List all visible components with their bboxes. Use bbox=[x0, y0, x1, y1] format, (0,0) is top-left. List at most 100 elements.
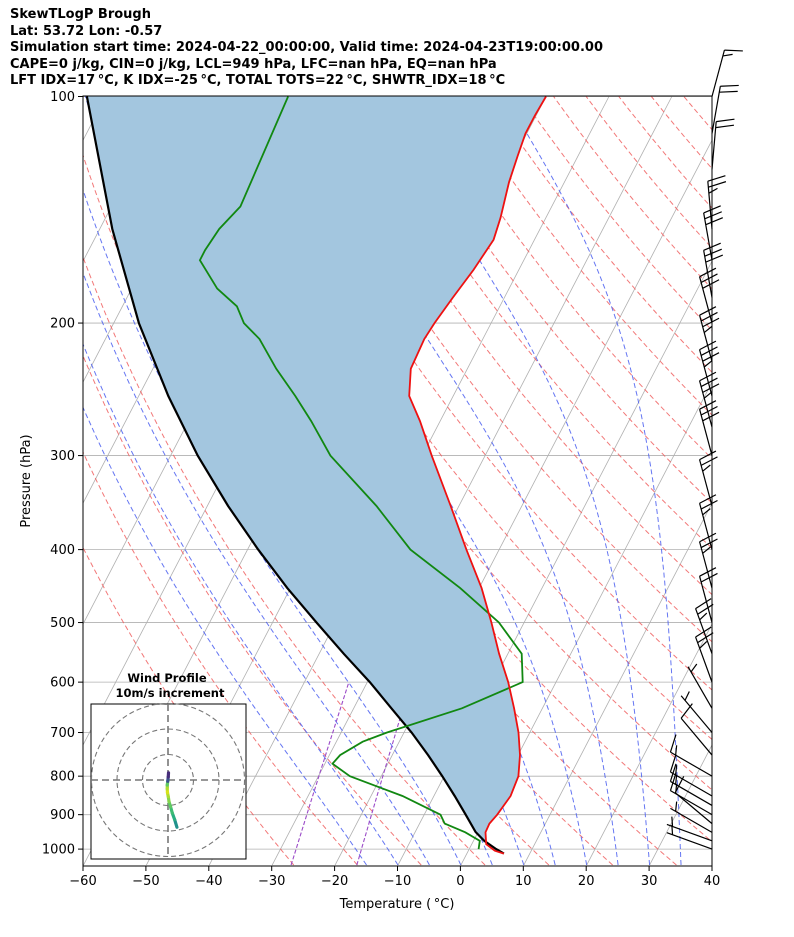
moist-adiabat bbox=[504, 96, 682, 865]
y-tick-label: 1000 bbox=[42, 843, 75, 858]
wind-barb bbox=[698, 306, 720, 362]
dry-adiabat bbox=[651, 96, 712, 170]
wind-barb-staff bbox=[703, 250, 713, 298]
dry-adiabat bbox=[325, 96, 712, 596]
wind-barb-staff bbox=[674, 792, 713, 825]
moist-adiabat bbox=[83, 271, 430, 866]
wind-barb-feather bbox=[716, 118, 735, 123]
wind-barb-feather bbox=[700, 377, 718, 388]
wind-barb-feather bbox=[671, 816, 674, 827]
wind-barb-staff bbox=[680, 717, 713, 756]
wind-barbs bbox=[666, 49, 743, 850]
wind-barb-feather bbox=[695, 626, 712, 638]
wind-barb-feather bbox=[697, 632, 714, 644]
y-tick-label: 600 bbox=[50, 676, 75, 691]
wind-barb-feather bbox=[699, 450, 717, 461]
wind-barb bbox=[711, 118, 735, 170]
wind-barb-feather bbox=[702, 508, 711, 516]
wind-barb-staff bbox=[666, 823, 713, 842]
wind-barb bbox=[698, 532, 718, 589]
wind-barb-feather bbox=[680, 703, 693, 719]
dry-adiabat bbox=[553, 96, 712, 290]
x-tick-label: −40 bbox=[195, 874, 222, 889]
wind-barb-staff bbox=[695, 608, 713, 654]
dry-adiabat bbox=[488, 96, 712, 373]
wind-barb-feather bbox=[669, 734, 677, 753]
mixing-ratio-line bbox=[290, 681, 350, 866]
wind-barb-feather bbox=[702, 411, 720, 422]
y-tick-label: 300 bbox=[50, 449, 75, 464]
x-tick-label: −30 bbox=[258, 874, 285, 889]
wind-barb bbox=[695, 598, 714, 654]
wind-barb-feather bbox=[690, 663, 698, 673]
isotherm-line bbox=[271, 96, 673, 866]
wind-barb bbox=[703, 242, 724, 298]
wind-barb-staff bbox=[698, 503, 713, 550]
y-tick-label: 800 bbox=[50, 770, 75, 785]
wind-barb-feather bbox=[708, 187, 718, 194]
wind-barb-feather bbox=[700, 538, 718, 549]
wind-barb-feather bbox=[700, 273, 718, 284]
wind-barb bbox=[669, 763, 713, 806]
isotherm-line bbox=[334, 139, 712, 866]
hodograph-subtitle: 10m/s increment bbox=[116, 686, 225, 700]
cape-cin-shading bbox=[86, 96, 547, 854]
wind-barb-feather bbox=[704, 248, 722, 257]
wind-barb-feather bbox=[700, 311, 718, 322]
wind-barb-feather bbox=[700, 499, 718, 510]
wind-barb bbox=[698, 450, 718, 507]
chart-title: SkewTLogP Brough bbox=[10, 7, 151, 22]
wind-barb-staff bbox=[711, 86, 721, 134]
temperature-profile-line bbox=[408, 96, 547, 855]
isotherm-line bbox=[712, 97, 794, 866]
wind-barb bbox=[703, 205, 724, 261]
wind-barb-staff bbox=[680, 695, 713, 733]
wind-barb-staff bbox=[698, 276, 713, 324]
wind-barb bbox=[669, 734, 713, 777]
wind-barb-feather bbox=[675, 745, 678, 756]
wind-barb-feather bbox=[703, 242, 721, 251]
wind-barb-feather bbox=[700, 456, 718, 466]
wind-barb bbox=[698, 400, 720, 456]
wind-barb-feather bbox=[669, 754, 677, 773]
x-tick-label: 0 bbox=[456, 874, 464, 889]
time-line: Simulation start time: 2024-04-22_00:00:… bbox=[10, 40, 603, 55]
wind-barb-feather bbox=[708, 181, 727, 188]
x-axis-label: Temperature ( °C) bbox=[339, 897, 455, 912]
x-tick-label: −60 bbox=[69, 874, 96, 889]
wind-barb-staff bbox=[707, 181, 713, 230]
wind-barb-feather bbox=[702, 383, 720, 393]
wind-barb-staff bbox=[687, 666, 713, 709]
wind-barb-feather bbox=[697, 603, 714, 615]
hodograph-ring bbox=[90, 702, 246, 858]
indices-line: LFT IDX=17 °C, K IDX=-25 °C, TOTAL TOTS=… bbox=[10, 73, 506, 88]
wind-barb-feather bbox=[705, 217, 724, 226]
wind-barb-feather bbox=[702, 464, 711, 472]
x-tick-label: −50 bbox=[132, 874, 159, 889]
wind-barb bbox=[711, 49, 743, 97]
wind-barb-feather bbox=[703, 360, 713, 368]
wind-barb bbox=[680, 703, 713, 756]
shade-layer bbox=[86, 96, 547, 854]
wind-barb bbox=[666, 816, 713, 842]
wind-barb-feather bbox=[695, 598, 712, 610]
wind-barb-feather bbox=[675, 801, 678, 812]
isotherm-line bbox=[523, 502, 712, 866]
wind-barb bbox=[698, 371, 720, 428]
wind-barb-feather bbox=[684, 691, 690, 701]
wind-barb-staff bbox=[670, 780, 713, 806]
parcel-profile-line bbox=[85, 96, 505, 855]
wind-barb-feather bbox=[699, 306, 717, 316]
wind-barb-feather bbox=[675, 774, 678, 785]
wind-barb-staff bbox=[698, 315, 713, 362]
wind-barb-feather bbox=[705, 254, 724, 263]
axis-layer: −60 −50 −40 −30 −20 −10 0 10 20 30 40 100 200 300 400 5… bbox=[42, 90, 720, 889]
wind-barb bbox=[687, 663, 713, 709]
wind-barb-staff bbox=[698, 576, 713, 623]
dry-adiabat bbox=[227, 96, 712, 741]
wind-barb-feather bbox=[700, 405, 718, 416]
wind-barb-feather bbox=[724, 49, 743, 52]
dewpoint-profile-line bbox=[198, 96, 524, 850]
wind-barb-feather bbox=[669, 763, 677, 782]
